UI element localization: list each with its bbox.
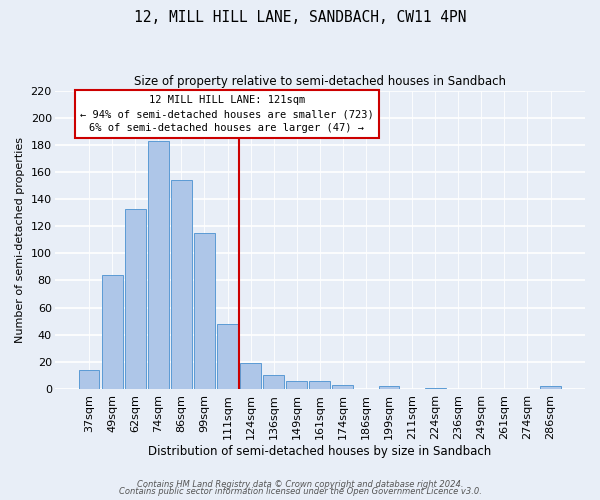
- Bar: [310, 381, 330, 389]
- Y-axis label: Number of semi-detached properties: Number of semi-detached properties: [15, 137, 25, 343]
- Text: Contains HM Land Registry data © Crown copyright and database right 2024.: Contains HM Land Registry data © Crown c…: [137, 480, 463, 489]
- Bar: [171, 180, 192, 389]
- Text: 12 MILL HILL LANE: 121sqm
← 94% of semi-detached houses are smaller (723)
6% of : 12 MILL HILL LANE: 121sqm ← 94% of semi-…: [80, 95, 374, 133]
- Bar: [125, 208, 146, 389]
- Bar: [379, 386, 400, 389]
- Bar: [425, 388, 446, 389]
- Bar: [240, 363, 261, 389]
- Text: Contains public sector information licensed under the Open Government Licence v3: Contains public sector information licen…: [119, 487, 481, 496]
- X-axis label: Distribution of semi-detached houses by size in Sandbach: Distribution of semi-detached houses by …: [148, 444, 491, 458]
- Bar: [217, 324, 238, 389]
- Bar: [263, 376, 284, 389]
- Bar: [540, 386, 561, 389]
- Bar: [79, 370, 100, 389]
- Text: 12, MILL HILL LANE, SANDBACH, CW11 4PN: 12, MILL HILL LANE, SANDBACH, CW11 4PN: [134, 10, 466, 25]
- Title: Size of property relative to semi-detached houses in Sandbach: Size of property relative to semi-detach…: [134, 75, 506, 88]
- Bar: [148, 140, 169, 389]
- Bar: [194, 233, 215, 389]
- Bar: [286, 381, 307, 389]
- Bar: [102, 275, 122, 389]
- Bar: [332, 385, 353, 389]
